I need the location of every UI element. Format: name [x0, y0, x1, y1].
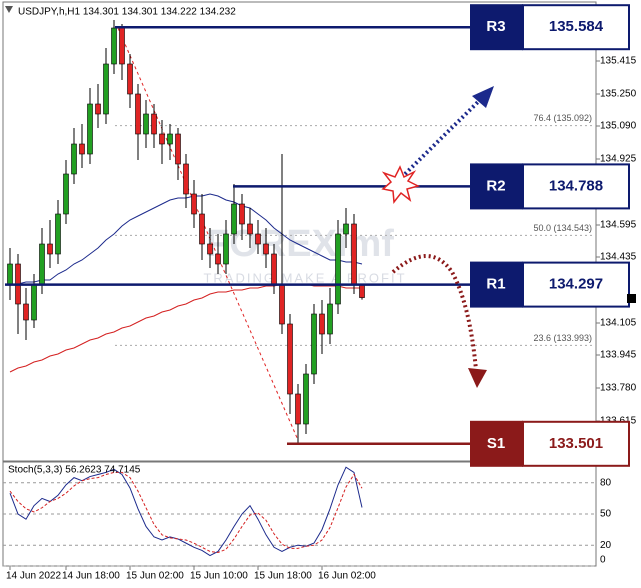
candle-body	[335, 233, 341, 305]
y-tick-label: 80	[600, 477, 612, 488]
breakout-burst	[381, 165, 421, 204]
candle-body	[87, 103, 93, 155]
candle-body	[143, 113, 149, 135]
fib-label: 23.6 (133.993)	[533, 333, 592, 343]
candle-body	[247, 223, 253, 235]
sr-name-box	[470, 163, 523, 210]
chart-title: USDJPY,h,H1 134.301 134.301 134.222 134.…	[18, 7, 236, 18]
candle-body	[207, 243, 213, 255]
candle-body	[271, 253, 277, 285]
sr-name: R2	[486, 177, 505, 194]
sr-name-box	[470, 420, 523, 467]
candle-body	[295, 393, 301, 425]
y-tick-label: 20	[600, 540, 612, 551]
sr-value-box	[522, 4, 630, 51]
candle-body	[255, 233, 261, 245]
y-tick-label: 50	[600, 509, 612, 520]
candle-body	[199, 213, 205, 245]
candle-body	[351, 223, 357, 285]
candle-body	[103, 63, 109, 115]
y-tick-label: 133.945	[600, 350, 637, 361]
x-tick-label: 16 Jun 02:00	[318, 571, 376, 582]
candle-body	[159, 133, 165, 145]
sr-value: 134.788	[549, 177, 603, 194]
sr-value-box	[522, 261, 630, 308]
y-tick-label: 0	[600, 555, 606, 566]
sr-value: 134.297	[549, 276, 603, 293]
candle-body	[263, 243, 269, 255]
sr-value: 133.501	[549, 435, 603, 452]
sr-value: 135.584	[549, 18, 604, 35]
candle-body	[39, 243, 45, 285]
y-tick-label: 134.925	[600, 154, 637, 165]
candle-body	[279, 283, 285, 325]
candle-body	[135, 93, 141, 135]
y-tick-label: 135.250	[600, 89, 637, 100]
y-tick-label: 135.090	[600, 121, 637, 132]
candle-body	[47, 243, 53, 255]
current-price-marker	[627, 294, 636, 303]
x-tick-label: 15 Jun 02:00	[126, 571, 184, 582]
watermark-tagline: TRADING MAKE A PROFIT	[203, 270, 406, 285]
sr-name-box	[470, 261, 523, 308]
collapse-icon	[5, 6, 13, 13]
candle-body	[231, 203, 237, 235]
candle-body	[71, 143, 77, 175]
candle-body	[127, 63, 133, 95]
candle-body	[175, 133, 181, 165]
up-arrow	[403, 96, 484, 176]
stoch-title: Stoch(5,3,3) 56.2623 74.7145	[8, 465, 141, 476]
up-arrowhead	[472, 86, 494, 108]
candle-body	[55, 213, 61, 255]
x-tick-label: 14 Jun 18:00	[62, 571, 120, 582]
candle-body	[319, 313, 325, 335]
fib-label: 50.0 (134.543)	[533, 223, 592, 233]
fib-label: 76.4 (135.092)	[533, 113, 592, 123]
candle-body	[191, 193, 197, 215]
y-tick-label: 135.415	[600, 56, 637, 67]
candle-body	[63, 173, 69, 215]
stoch-line	[9, 466, 363, 557]
down-arrowhead	[468, 368, 487, 388]
plot-layers: 135.415 135.250 135.090 134.925 134.595 134.4…	[3, 4, 637, 582]
sr-value-box	[522, 163, 630, 210]
y-tick-label: 133.780	[600, 383, 637, 394]
y-tick-label: 134.595	[600, 220, 637, 231]
candle-body	[239, 203, 245, 225]
candle-body	[7, 263, 13, 285]
candle-body	[31, 283, 37, 321]
sr-name: R1	[486, 276, 505, 293]
candle-body	[23, 303, 29, 321]
candle-body	[167, 133, 173, 145]
fib-trend-line	[117, 27, 299, 441]
candle-body	[311, 313, 317, 375]
sr-name: R3	[486, 18, 505, 35]
candle-body	[327, 303, 333, 335]
y-tick-label: 134.435	[600, 252, 637, 263]
candle-body	[151, 113, 157, 135]
y-tick-label: 134.105	[600, 318, 637, 329]
candle-body	[343, 223, 349, 235]
x-tick-label: 14 Jun 2022	[6, 571, 61, 582]
candle-body	[119, 27, 125, 65]
sr-name-box	[470, 4, 523, 51]
candle-body	[287, 323, 293, 395]
x-tick-label: 15 Jun 18:00	[254, 571, 312, 582]
sr-name: S1	[487, 435, 505, 452]
stoch-line	[9, 471, 363, 553]
candle-body	[79, 143, 85, 155]
candle-body	[183, 163, 189, 195]
watermark: FOREXimf	[206, 223, 394, 265]
x-tick-label: 15 Jun 10:00	[190, 571, 248, 582]
candle-body	[111, 27, 117, 65]
candle-body	[223, 233, 229, 265]
candle-body	[303, 373, 309, 425]
candle-body	[359, 283, 365, 298]
sr-value-box	[522, 420, 630, 467]
candle-body	[95, 103, 101, 115]
candle-body	[215, 253, 221, 265]
